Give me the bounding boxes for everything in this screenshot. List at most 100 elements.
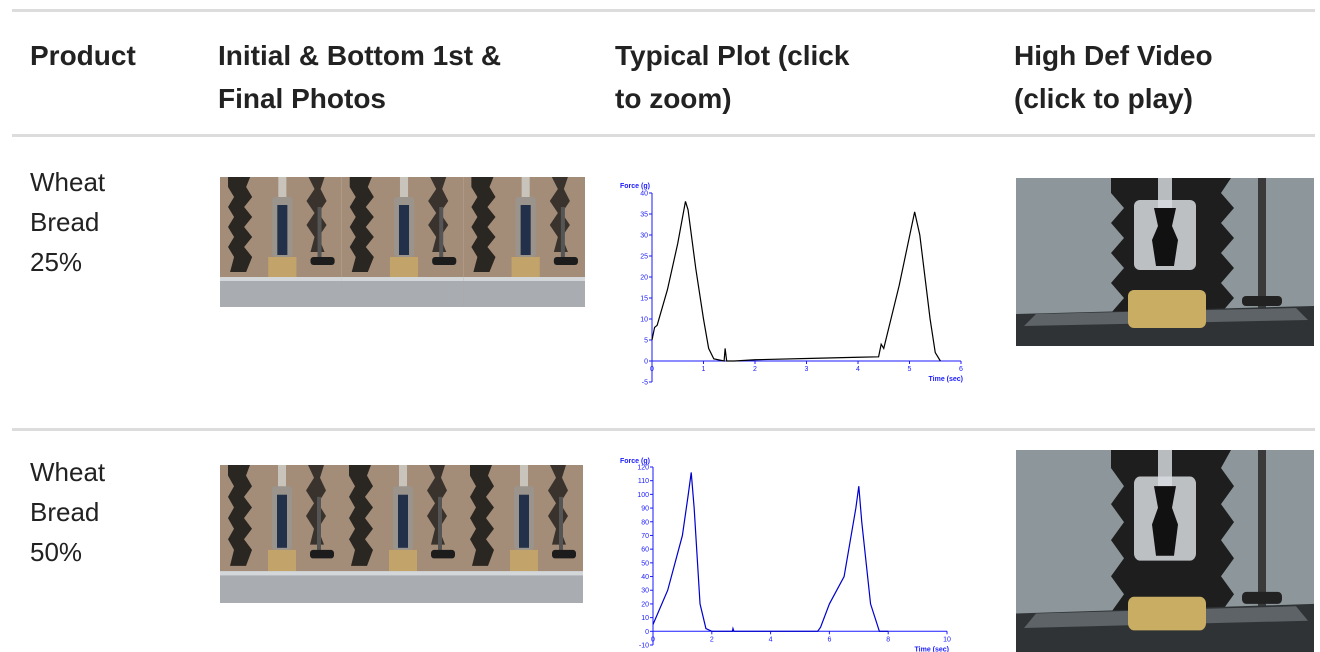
sample (389, 550, 417, 573)
divider (12, 9, 1315, 12)
platform (341, 571, 462, 603)
y-axis-title: Force (g) (620, 458, 650, 465)
y-tick-label: 20 (640, 275, 648, 282)
photo-frame (463, 177, 585, 307)
photo-frame (341, 465, 462, 603)
x-tick-label: 6 (959, 366, 963, 373)
sample (390, 257, 418, 279)
x-tick-label: 5 (908, 366, 912, 373)
stand (438, 497, 442, 552)
puck (554, 257, 578, 265)
y-tick-label: 20 (641, 601, 649, 608)
y-tick-label: 40 (640, 191, 648, 198)
y-tick-label: 30 (641, 588, 649, 595)
y-tick-label: 25 (640, 254, 648, 261)
puck (432, 257, 456, 265)
y-tick-label: -5 (642, 380, 648, 387)
divider (12, 134, 1315, 137)
platform (220, 571, 341, 603)
x-axis-title: Time (sec) (915, 646, 950, 652)
x-tick-label: 0 (650, 366, 654, 373)
photo-frame (220, 177, 342, 307)
probe-core (277, 205, 287, 255)
header-cell: Typical Plot (click to zoom) (615, 34, 855, 120)
y-tick-label: 100 (637, 492, 649, 499)
puck (431, 550, 455, 558)
platform-edge (462, 571, 583, 575)
stand (561, 207, 565, 259)
stand (318, 207, 322, 259)
page: Product Initial & Bottom 1st & Final Pho… (0, 0, 1320, 652)
x-tick-label: 2 (710, 636, 714, 643)
divider (12, 428, 1315, 431)
y-tick-label: 110 (638, 478, 649, 485)
puck (310, 550, 334, 558)
x-tick-label: 2 (753, 366, 757, 373)
x-axis-title: Time (sec) (929, 376, 964, 383)
probe-core (519, 495, 529, 548)
photos (220, 465, 583, 603)
photos (220, 177, 585, 307)
video-frame (1016, 178, 1314, 346)
platform-edge (341, 571, 462, 575)
platform (220, 277, 342, 307)
sample (1128, 290, 1206, 328)
y-tick-label: 80 (641, 519, 649, 526)
platform-edge (220, 277, 342, 281)
probe-core (277, 495, 287, 548)
stand (439, 207, 443, 259)
stand (1258, 450, 1266, 606)
y-tick-label: 10 (641, 615, 649, 622)
y-axis-title: Force (g) (620, 183, 650, 190)
sample (268, 550, 296, 573)
y-tick-label: 50 (641, 560, 649, 567)
y-tick-label: 70 (641, 533, 649, 540)
y-tick-label: 60 (641, 547, 649, 554)
stand-base (1242, 592, 1282, 604)
x-tick-label: 1 (702, 366, 706, 373)
y-tick-label: 90 (641, 506, 649, 513)
y-tick-label: 0 (645, 629, 649, 636)
puck (310, 257, 334, 265)
product-name: Wheat Bread 25% (30, 162, 140, 282)
x-tick-label: 10 (943, 636, 951, 643)
platform-edge (220, 571, 341, 575)
platform-edge (342, 277, 464, 281)
stand-base (1242, 296, 1282, 306)
x-tick-label: 4 (856, 366, 860, 373)
header-cell: Product (30, 34, 136, 77)
x-tick-label: 6 (827, 636, 831, 643)
video[interactable] (1016, 450, 1314, 652)
platform (463, 277, 585, 307)
y-tick-label: 120 (637, 465, 649, 472)
photo-frame (462, 465, 583, 603)
header-cell: Initial & Bottom 1st & Final Photos (218, 34, 563, 120)
puck (552, 550, 576, 558)
plot-line (652, 201, 940, 361)
y-tick-label: 10 (640, 317, 648, 324)
photo-frame (220, 465, 341, 603)
x-tick-label: 8 (886, 636, 890, 643)
product-name: Wheat Bread 50% (30, 452, 140, 572)
stand (559, 497, 563, 552)
y-tick-label: 15 (640, 296, 648, 303)
photo-frame (342, 177, 464, 307)
header-cell: High Def Video (click to play) (1014, 34, 1274, 120)
sample (268, 257, 296, 279)
sample (510, 550, 538, 573)
video[interactable] (1016, 178, 1314, 346)
y-tick-label: -10 (639, 643, 649, 650)
sample (512, 257, 540, 279)
video-frame (1016, 450, 1314, 652)
x-tick-label: 3 (805, 366, 809, 373)
sample (1128, 597, 1206, 631)
y-tick-label: 30 (640, 233, 648, 240)
probe-core (398, 495, 408, 548)
stand (317, 497, 321, 552)
platform-edge (463, 277, 585, 281)
y-tick-label: 35 (640, 212, 648, 219)
platform (462, 571, 583, 603)
y-tick-label: 40 (641, 574, 649, 581)
